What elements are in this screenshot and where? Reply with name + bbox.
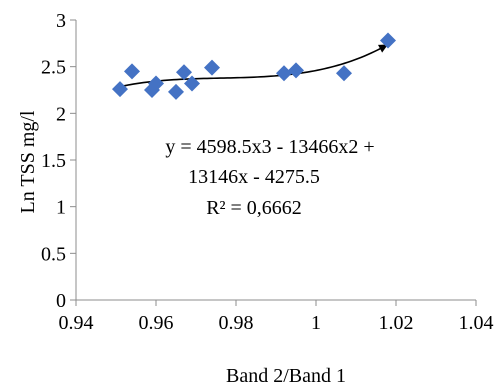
- y-tick-label: 1.5: [41, 150, 66, 172]
- equation-line-1: y = 4598.5x3 - 13466x2 +: [165, 136, 374, 158]
- r-squared-label: R² = 0,6662: [206, 197, 302, 219]
- data-point: [148, 75, 164, 92]
- y-tick-label: 0.5: [41, 243, 66, 265]
- trendline-arrowhead: [378, 44, 388, 53]
- y-tick-label: 0: [56, 290, 66, 312]
- data-point: [124, 63, 140, 80]
- data-point: [380, 32, 396, 49]
- x-tick-label: 0.96: [139, 312, 174, 334]
- equation-line-2: 13146x - 4275.5: [188, 166, 320, 188]
- data-point: [176, 64, 192, 81]
- x-tick-label: 0.94: [59, 312, 94, 334]
- x-tick-label: 1: [311, 312, 321, 334]
- data-point: [288, 62, 304, 79]
- trendline: [119, 43, 389, 88]
- data-point: [112, 81, 128, 98]
- x-tick-label: 1.04: [459, 312, 494, 334]
- data-point: [184, 75, 200, 92]
- x-axis-ticks: 0.94 0.96 0.98 1 1.02 1.04: [59, 300, 494, 334]
- data-point: [204, 59, 220, 76]
- y-axis-title: Ln TSS mg/l: [17, 110, 39, 213]
- x-axis-title: Band 2/Band 1: [226, 365, 346, 387]
- y-tick-label: 2: [56, 103, 66, 125]
- y-tick-label: 1: [56, 197, 66, 219]
- x-tick-label: 0.98: [219, 312, 254, 334]
- data-points: [112, 32, 396, 100]
- y-tick-label: 2.5: [41, 57, 66, 79]
- x-tick-label: 1.02: [379, 312, 414, 334]
- data-point: [276, 65, 292, 82]
- y-axis-ticks: 0 0.5 1 1.5 2 2.5 3: [41, 10, 76, 312]
- data-point: [336, 65, 352, 82]
- data-point: [168, 83, 184, 100]
- y-tick-label: 3: [56, 10, 66, 32]
